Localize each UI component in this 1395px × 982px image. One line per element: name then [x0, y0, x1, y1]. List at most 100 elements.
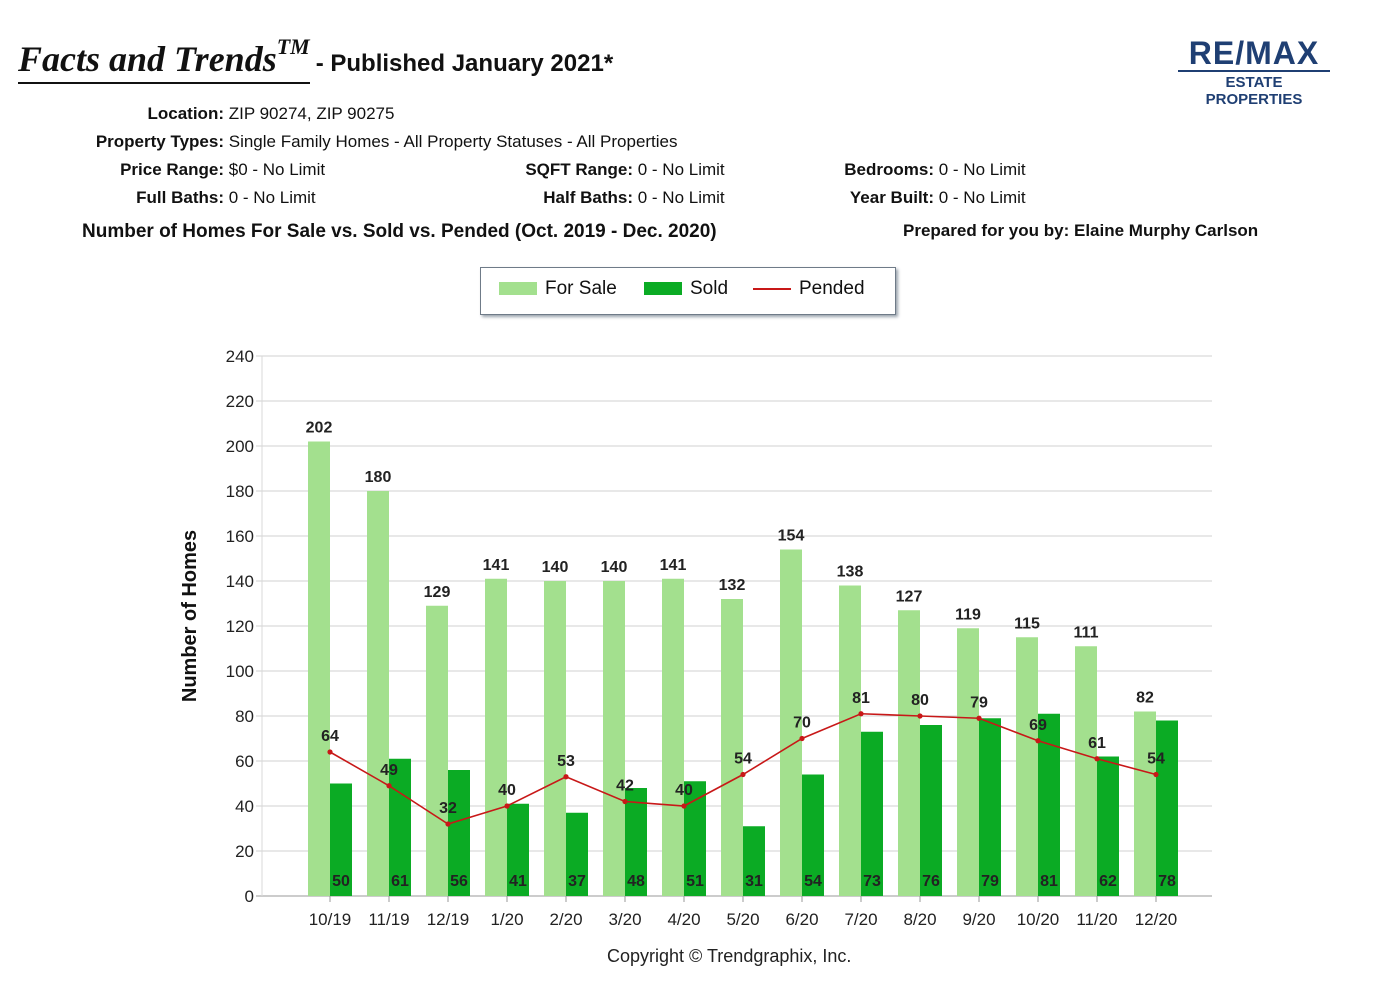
x-tick-label: 9/20 — [962, 910, 995, 929]
label-pended: 32 — [439, 800, 457, 817]
y-tick-label: 0 — [245, 887, 254, 906]
pended-point — [445, 821, 451, 827]
criteria-price-range: Price Range: $0 - No Limit — [18, 160, 325, 180]
remax-logo: RE/MAX ESTATE PROPERTIES — [1178, 36, 1330, 108]
label-pended: 54 — [734, 751, 752, 768]
x-tick-label: 1/20 — [490, 910, 523, 929]
y-tick-label: 180 — [226, 482, 254, 501]
x-tick-label: 12/20 — [1135, 910, 1178, 929]
published-date: - Published January 2021* — [315, 50, 614, 77]
bar-sold — [1097, 756, 1119, 896]
label-pended: 70 — [793, 715, 811, 732]
bar-for-sale — [485, 578, 507, 896]
label-for-sale: 140 — [601, 559, 628, 576]
y-tick-label: 100 — [226, 662, 254, 681]
sqft-range-value: 0 - No Limit — [637, 160, 725, 179]
legend-label-sold: Sold — [690, 278, 729, 299]
x-axis-ticks: 10/19 11/19 12/19 1/20 2/20 3/20 4/20 5/20 6/20 7… — [309, 896, 1178, 929]
label-for-sale: 111 — [1074, 624, 1099, 641]
bar-sold — [566, 812, 588, 896]
bar-sold — [743, 826, 765, 896]
label-for-sale: 154 — [778, 528, 805, 545]
x-tick-label: 11/19 — [368, 910, 409, 929]
x-tick-label: 8/20 — [903, 910, 936, 929]
x-tick-label: 10/19 — [309, 910, 352, 929]
y-tick-label: 80 — [235, 707, 254, 726]
legend-swatch-sold — [644, 282, 682, 296]
legend-item-pended: Pended — [753, 278, 865, 300]
x-tick-label: 7/20 — [844, 910, 877, 929]
label-pended: 49 — [380, 762, 398, 779]
label-sold: 56 — [450, 873, 468, 890]
bar-for-sale — [957, 628, 979, 896]
logo-wordmark: RE/MAX — [1188, 35, 1320, 71]
label-for-sale: 140 — [542, 559, 569, 576]
y-tick-label: 60 — [235, 752, 254, 771]
bar-sold — [802, 774, 824, 896]
label-sold: 76 — [922, 873, 940, 890]
brand-title: Facts and TrendsTM — [18, 34, 310, 84]
label-pended: 61 — [1088, 735, 1106, 752]
label-for-sale: 129 — [424, 584, 451, 601]
x-tick-label: 10/20 — [1017, 910, 1060, 929]
legend-item-sold: Sold — [644, 278, 728, 300]
label-sold: 78 — [1158, 873, 1176, 890]
pended-point — [386, 783, 392, 789]
criteria-location: Location: ZIP 90274, ZIP 90275 — [18, 104, 395, 124]
label-for-sale: 138 — [837, 564, 864, 581]
pended-line — [327, 711, 1159, 827]
bar-for-sale — [1134, 711, 1156, 896]
label-for-sale: 115 — [1014, 615, 1040, 632]
bar-sold — [684, 781, 706, 896]
label-sold: 79 — [981, 873, 999, 890]
price-range-label: Price Range: — [120, 160, 224, 179]
label-sold: 50 — [332, 873, 350, 890]
bar-sold — [330, 783, 352, 896]
price-range-value: $0 - No Limit — [228, 160, 326, 179]
x-tick-label: 3/20 — [608, 910, 641, 929]
pended-point — [1153, 771, 1159, 778]
label-sold: 31 — [745, 873, 763, 890]
label-pended: 40 — [498, 782, 516, 799]
criteria-half-baths: Half Baths: 0 - No Limit — [433, 188, 725, 208]
bar-sold — [507, 803, 529, 896]
criteria-year-built: Year Built: 0 - No Limit — [760, 188, 1026, 208]
year-built-label: Year Built: — [849, 188, 934, 207]
bar-sold — [920, 725, 942, 896]
label-pended: 69 — [1029, 717, 1047, 734]
bar-for-sale — [839, 585, 861, 896]
y-tick-label: 160 — [226, 527, 254, 546]
x-tick-label: 4/20 — [667, 910, 700, 929]
bar-for-sale — [1075, 646, 1097, 896]
label-pended: 53 — [557, 753, 575, 770]
x-tick-label: 6/20 — [785, 910, 818, 929]
legend-swatch-pended — [753, 287, 791, 290]
label-for-sale: 202 — [306, 420, 333, 437]
bars — [308, 441, 1178, 896]
label-sold: 41 — [509, 873, 527, 890]
label-for-sale: 82 — [1136, 690, 1154, 707]
label-sold: 62 — [1099, 873, 1117, 890]
bar-for-sale — [308, 441, 330, 896]
y-axis-ticks: 0 20 40 60 80 100 120 140 160 180 200 220 240 — [226, 347, 254, 906]
label-for-sale: 127 — [896, 588, 923, 605]
label-sold: 81 — [1040, 873, 1058, 890]
bar-sold — [1156, 720, 1178, 896]
bedrooms-value: 0 - No Limit — [938, 160, 1026, 179]
pended-point — [976, 715, 982, 721]
bar-for-sale — [603, 581, 625, 896]
criteria-sqft-range: SQFT Range: 0 - No Limit — [433, 160, 725, 180]
label-sold: 54 — [804, 873, 822, 890]
chart-title: Number of Homes For Sale vs. Sold vs. Pe… — [82, 221, 717, 242]
criteria-property-types: Property Types: Single Family Homes - Al… — [18, 132, 678, 152]
year-built-value: 0 - No Limit — [938, 188, 1026, 207]
label-sold: 37 — [568, 873, 586, 890]
half-baths-value: 0 - No Limit — [637, 188, 725, 207]
bar-for-sale — [426, 605, 448, 896]
label-for-sale: 132 — [719, 577, 746, 594]
x-tick-label: 2/20 — [549, 910, 582, 929]
location-label: Location: — [147, 104, 225, 123]
label-pended: 79 — [970, 694, 988, 711]
label-for-sale: 180 — [365, 469, 392, 486]
